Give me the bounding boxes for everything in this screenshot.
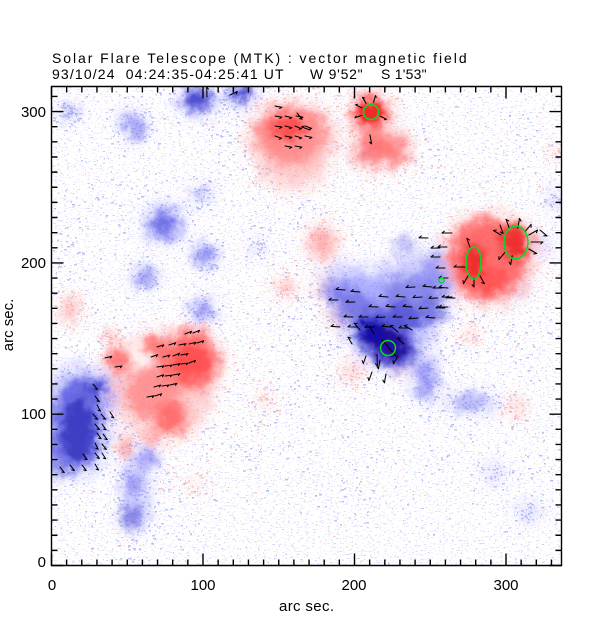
svg-text:300: 300 xyxy=(493,577,518,594)
svg-text:100: 100 xyxy=(21,406,46,423)
svg-text:S 1'53": S 1'53" xyxy=(381,66,427,82)
svg-text:Solar Flare Telescope (MTK) :: Solar Flare Telescope (MTK) : vector mag… xyxy=(52,50,467,66)
svg-text:arc sec.: arc sec. xyxy=(0,299,17,352)
svg-text:93/10/24 04:24:35-04:25:41 UT: 93/10/24 04:24:35-04:25:41 UT xyxy=(52,66,284,82)
svg-text:100: 100 xyxy=(190,577,215,594)
svg-text:300: 300 xyxy=(21,104,46,121)
svg-text:0: 0 xyxy=(48,577,56,594)
svg-text:W 9'52": W 9'52" xyxy=(310,66,363,82)
svg-text:0: 0 xyxy=(38,554,46,571)
svg-text:200: 200 xyxy=(341,577,366,594)
svg-text:arc sec.: arc sec. xyxy=(279,598,334,615)
svg-text:200: 200 xyxy=(21,255,46,272)
